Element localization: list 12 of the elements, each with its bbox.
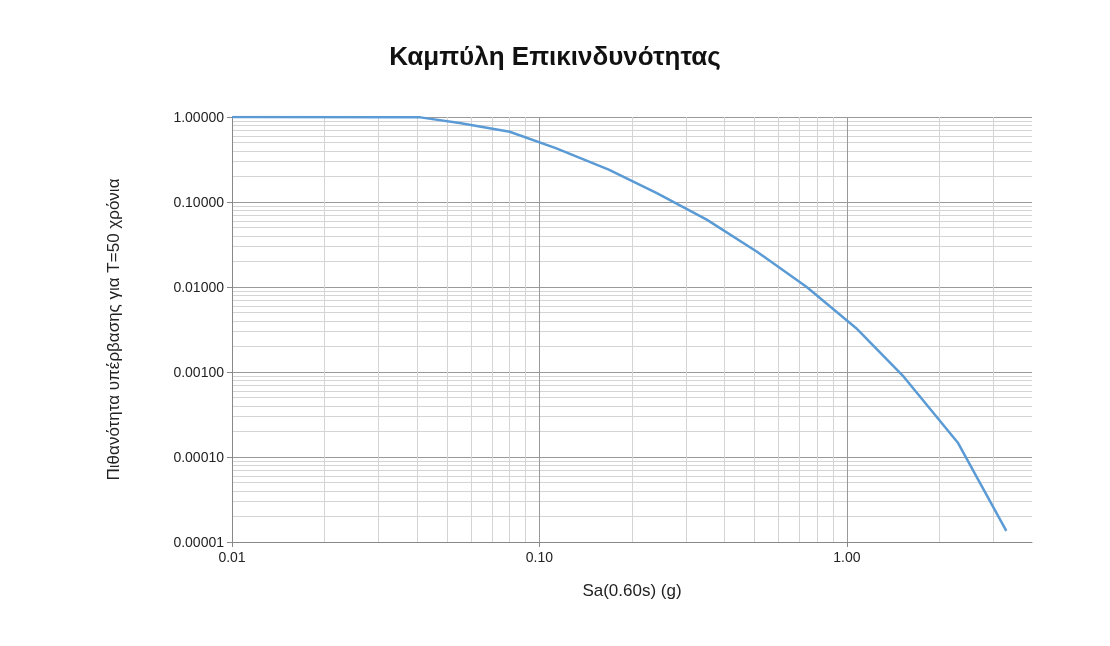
y-tick-label: 0.00010 bbox=[173, 449, 225, 465]
x-axis-title: Sa(0.60s) (g) bbox=[582, 581, 682, 600]
y-tick-label: 0.10000 bbox=[173, 194, 225, 210]
chart-title: Καμπύλη Επικινδυνότητας bbox=[389, 41, 721, 71]
x-tick-label: 1.00 bbox=[833, 549, 861, 565]
x-tick-label: 0.01 bbox=[218, 549, 246, 565]
y-tick-label: 0.01000 bbox=[173, 279, 225, 295]
y-tick-label: 1.00000 bbox=[173, 109, 225, 125]
y-tick-label: 0.00100 bbox=[173, 364, 225, 380]
y-axis-title: Πιθανότητα υπέρβασης για T=50 χρόνια bbox=[104, 178, 123, 481]
y-tick-label: 0.00001 bbox=[173, 534, 225, 550]
x-tick-label: 0.10 bbox=[525, 549, 554, 565]
